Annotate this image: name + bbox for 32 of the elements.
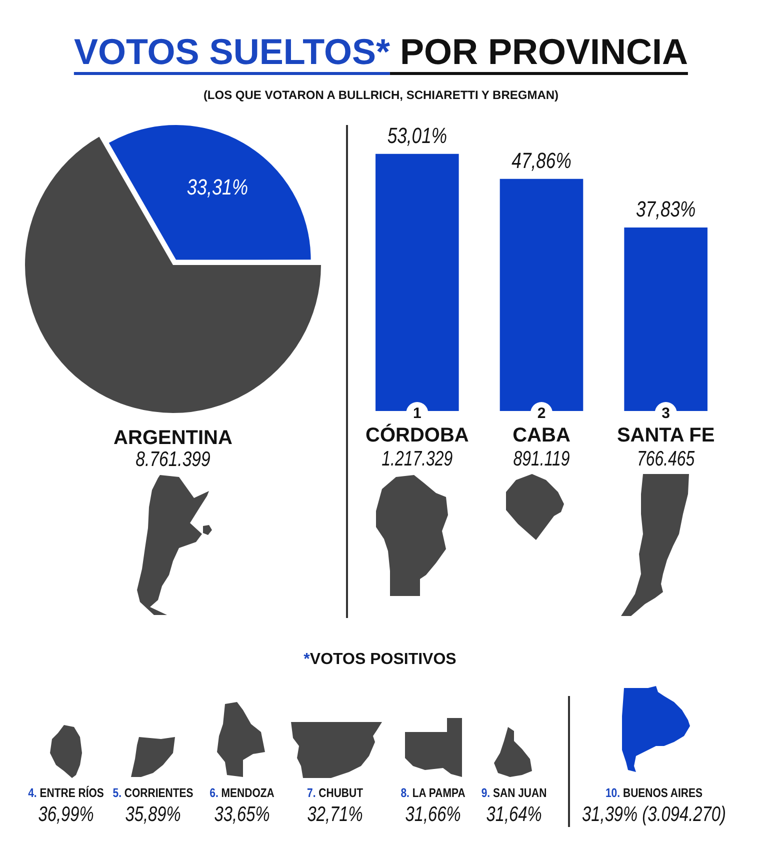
text: *VOTOS POSITIVOS <box>304 651 456 668</box>
data-label: 47,86% <box>512 149 572 174</box>
x-tick-label: SANTA FE <box>616 424 715 447</box>
text: ARGENTINA <box>114 427 232 450</box>
text: 31,64% <box>486 803 542 827</box>
text: 6. MENDOZA <box>210 786 274 800</box>
text: 4. ENTRE RÍOS <box>28 786 104 800</box>
text: 8.761.399 <box>136 448 210 472</box>
text: 9. SAN JUAN <box>481 786 547 800</box>
text: 5. CORRIENTES <box>112 786 194 800</box>
text: 8. LA PAMPA <box>400 786 466 800</box>
text: 1.217.329 <box>382 446 453 470</box>
data-label: 37,83% <box>636 198 696 222</box>
text: 766.465 <box>637 446 696 470</box>
text: 31,66% <box>405 803 461 827</box>
text: 10. BUENOS AIRES <box>605 786 703 800</box>
text: 33,65% <box>214 803 270 827</box>
x-tick-label: CÓRDOBA <box>365 424 469 447</box>
x-tick-label: CABA <box>512 424 570 447</box>
text: 7. CHUBUT <box>306 786 364 800</box>
annotation: 2 <box>537 405 546 422</box>
text: 31,39% (3.094.270) <box>582 803 726 827</box>
data-label: 53,01% <box>387 124 447 149</box>
text: (LOS QUE VOTARON A BULLRICH, SCHIARETTI Y BREGMAN) <box>203 88 559 102</box>
text: 32,71% <box>307 803 363 827</box>
text: 36,99% <box>38 803 94 827</box>
text: 35,89% <box>125 803 181 827</box>
chart-title: VOTOS SUELTOS* POR PROVINCIA <box>74 31 688 74</box>
annotation: 1 <box>412 405 422 422</box>
annotation: 3 <box>662 405 670 422</box>
text: 891.119 <box>513 446 570 470</box>
data-label: 33,31% <box>186 176 248 200</box>
